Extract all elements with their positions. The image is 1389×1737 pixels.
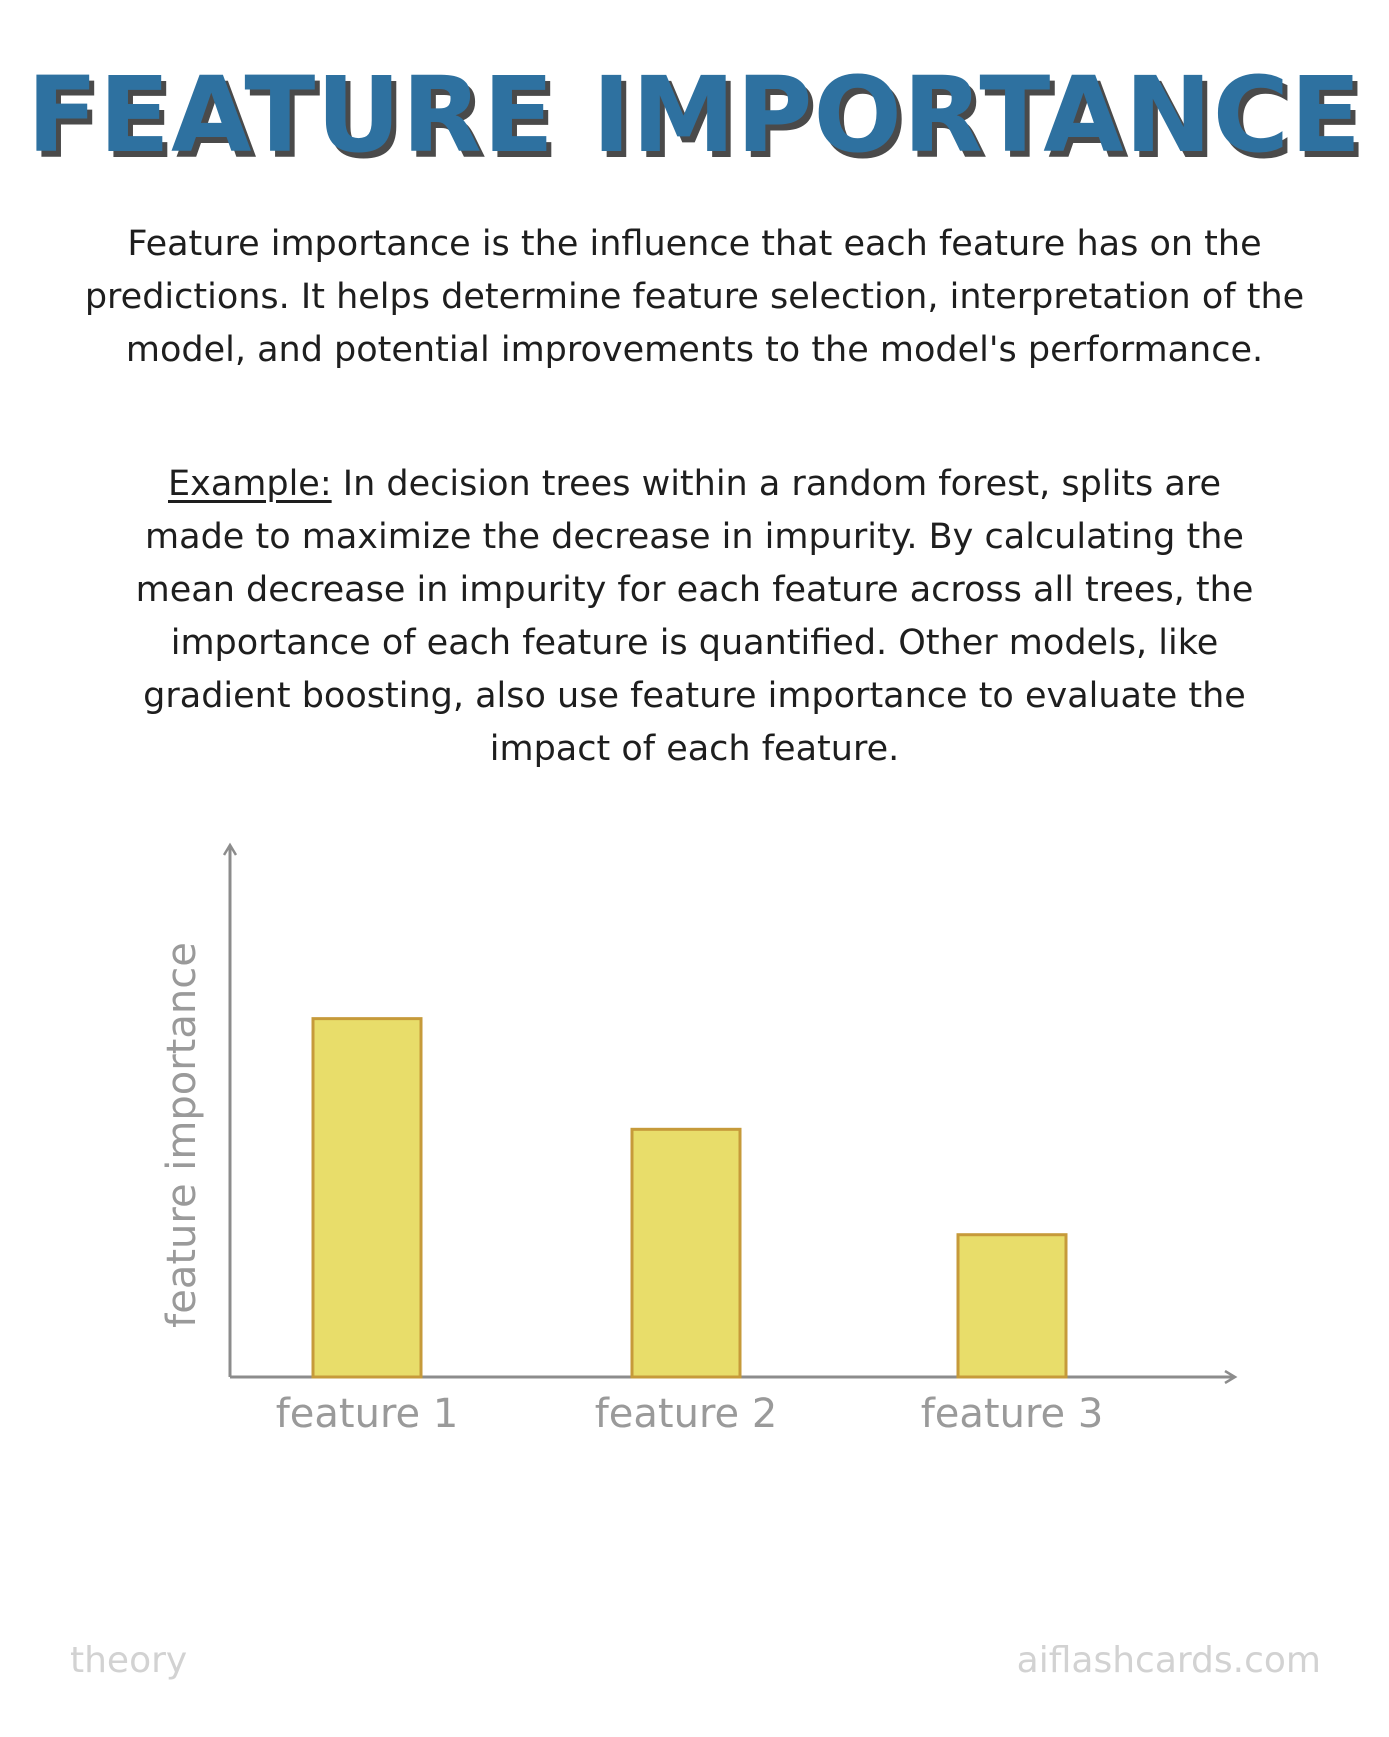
- x-tick-label-3: feature 3: [921, 1391, 1104, 1437]
- y-axis-label: feature importance: [159, 942, 205, 1328]
- footer-category-label: theory: [70, 1640, 188, 1681]
- example-text: In decision trees within a random forest…: [135, 464, 1254, 769]
- example-paragraph: Example: In decision trees within a rand…: [130, 458, 1259, 776]
- x-tick-labels: feature 1 feature 2 feature 3: [276, 1391, 1104, 1437]
- bar-3: [956, 1233, 1068, 1379]
- example-label: Example:: [168, 464, 332, 504]
- bar-1: [311, 1017, 423, 1379]
- bar-2: [630, 1127, 742, 1379]
- x-tick-label-1: feature 1: [276, 1391, 459, 1437]
- footer-site-link[interactable]: aiflashcards.com: [1016, 1640, 1321, 1681]
- definition-text: Feature importance is the influence that…: [84, 224, 1305, 370]
- bars-group: [311, 1017, 1068, 1379]
- page-title: FEATURE IMPORTANCE: [26, 54, 1363, 176]
- x-tick-label-2: feature 2: [595, 1391, 778, 1437]
